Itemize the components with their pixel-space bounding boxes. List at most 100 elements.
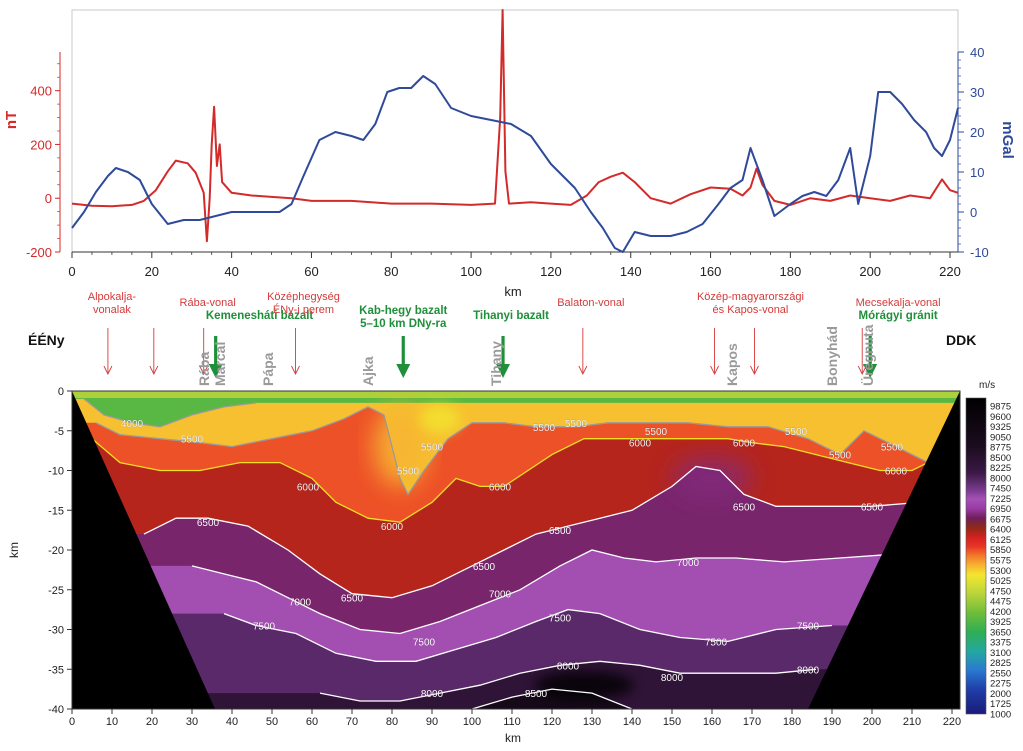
contour-label: 6000	[885, 467, 908, 478]
side-label-right: DDK	[946, 332, 976, 348]
velocity-anomaly-kapos	[672, 456, 752, 501]
section-x-tick-label: 40	[226, 716, 238, 728]
annotation-arrow-head	[199, 365, 209, 376]
section-x-tick-label: 50	[266, 716, 278, 728]
annotation-label: Kemenesháti bazalt	[206, 310, 314, 322]
contour-label: 7500	[413, 637, 436, 648]
contour-label: 5500	[181, 435, 204, 446]
section-x-tick-label: 190	[823, 716, 841, 728]
contour-label: 5500	[397, 467, 420, 478]
annotation-label: Alpokalja-	[88, 291, 137, 303]
profile-panel: 0 20 40 60 80 100 120 140 160 180 200 220 km -20002…	[3, 9, 1016, 299]
section-x-tick-label: 100	[463, 716, 481, 728]
contour-label: 5500	[421, 443, 444, 454]
annotation-label: Közép-magyarországi	[697, 291, 804, 303]
section-x-tick-label: 210	[903, 716, 921, 728]
masked-area-right	[808, 391, 960, 709]
annotation-label: Rába-vonal	[180, 297, 236, 309]
colorbar-label: 5300	[990, 566, 1011, 577]
contour-line-5500	[95, 406, 945, 496]
colorbar-label: 2275	[990, 679, 1011, 690]
colorbar-label: 2000	[990, 689, 1011, 700]
annotation-label: Tihanyi bazalt	[473, 310, 549, 322]
contour-label: 6500	[549, 526, 572, 537]
annotation-label: Balaton-vonal	[557, 297, 624, 309]
town-label: Pápa	[260, 352, 276, 386]
velocity-anomaly-shallow	[420, 404, 460, 433]
contour-label: 4000	[121, 419, 144, 430]
contour-label: 6500	[733, 502, 756, 513]
velocity-layer-4000	[72, 391, 960, 427]
contour-line-8500	[471, 688, 633, 709]
colorbar-label: 3375	[990, 638, 1011, 649]
annotation-arrow-head	[710, 365, 719, 376]
profile-x-tick-label: 220	[939, 264, 961, 279]
annotation-label: Kab-hegy bazalt	[359, 305, 447, 317]
section-x-tick-label: 180	[783, 716, 801, 728]
left-y-axis-label: nT	[3, 111, 20, 129]
colorbar: m/s 987596009325905087758500822580007450…	[965, 380, 1011, 721]
annotation-label: Középhegység	[267, 291, 340, 303]
contour-label: 8000	[557, 661, 580, 672]
annotation-arrow-head	[149, 365, 159, 376]
profile-x-tick-label: 160	[700, 264, 722, 279]
section-x-tick-label: 200	[863, 716, 881, 728]
profile-x-tick-label: 0	[68, 264, 75, 279]
section-y-tick-label: -15	[48, 505, 64, 517]
contour-lines: 4000 5500 5500 5500 5500 5500 5500 5500 5500 5500…	[83, 398, 945, 709]
left-y-tick-label: 200	[30, 137, 52, 152]
contour-label: 5500	[785, 427, 808, 438]
colorbar-label: 6675	[990, 514, 1011, 525]
colorbar-label: 4750	[990, 586, 1011, 597]
profile-x-axis-label: km	[504, 284, 521, 299]
colorbar-label: 3650	[990, 627, 1011, 638]
annotation-label-line2: 5–10 km DNy-ra	[360, 318, 447, 330]
right-y-tick-label: 40	[970, 45, 984, 60]
town-label: Kapos	[724, 343, 740, 386]
contour-label: 7000	[289, 598, 312, 609]
colorbar-label: 5575	[990, 556, 1011, 567]
section-y-tick-label: -5	[54, 426, 64, 438]
section-x-tick-label: 110	[503, 716, 521, 728]
section-x-tick-label: 90	[426, 716, 438, 728]
contour-label: 8000	[797, 665, 820, 676]
annotation-arrow-head	[496, 364, 511, 378]
right-y-tick-label: 20	[970, 125, 984, 140]
contour-line-4000	[83, 398, 257, 428]
colorbar-label: 1725	[990, 699, 1011, 710]
annotation-arrow-head	[578, 365, 588, 376]
section-x-tick-label: 80	[386, 716, 398, 728]
annotation-arrow-head	[396, 364, 411, 378]
colorbar-label: 6400	[990, 525, 1011, 536]
section-x-tick-label: 160	[703, 716, 721, 728]
colorbar-label: 9050	[990, 432, 1011, 443]
section-y-tick-label: 0	[58, 386, 64, 398]
contour-label: 6500	[473, 562, 496, 573]
right-y-tick-label: 0	[970, 205, 977, 220]
profile-x-ticks: 0 20 40 60 80 100 120 140 160 180 200 220	[68, 252, 961, 279]
colorbar-label: 7225	[990, 494, 1011, 505]
section-y-ticks: 0 -5 -10 -15 -20 -25 -30 -35 -40	[48, 386, 72, 716]
contour-label: 5500	[565, 419, 588, 430]
annotation-label-line2: vonalak	[93, 304, 131, 316]
contour-line-6000	[91, 438, 945, 523]
series-line-mGal	[71, 75, 959, 253]
section-y-tick-label: -30	[48, 625, 64, 637]
contour-line-7000	[191, 549, 897, 635]
colorbar-label: 8500	[990, 453, 1011, 464]
colorbar-label: 5025	[990, 576, 1011, 587]
colorbar-labels: 9875960093259050877585008225800074507225…	[990, 402, 1011, 721]
profile-x-tick-label: 60	[304, 264, 318, 279]
colorbar-label: 2550	[990, 668, 1011, 679]
profile-x-tick-label: 80	[384, 264, 398, 279]
colorbar-label: 9325	[990, 422, 1011, 433]
contour-line-8000	[319, 660, 817, 702]
section-y-tick-label: -40	[48, 704, 64, 716]
contour-label: 5500	[881, 443, 904, 454]
annotation-label-line2: ÉNy-i perem	[273, 303, 334, 316]
colorbar-label: 8000	[990, 473, 1011, 484]
annotation-arrow-head	[208, 364, 223, 378]
contour-label: 7000	[489, 590, 512, 601]
